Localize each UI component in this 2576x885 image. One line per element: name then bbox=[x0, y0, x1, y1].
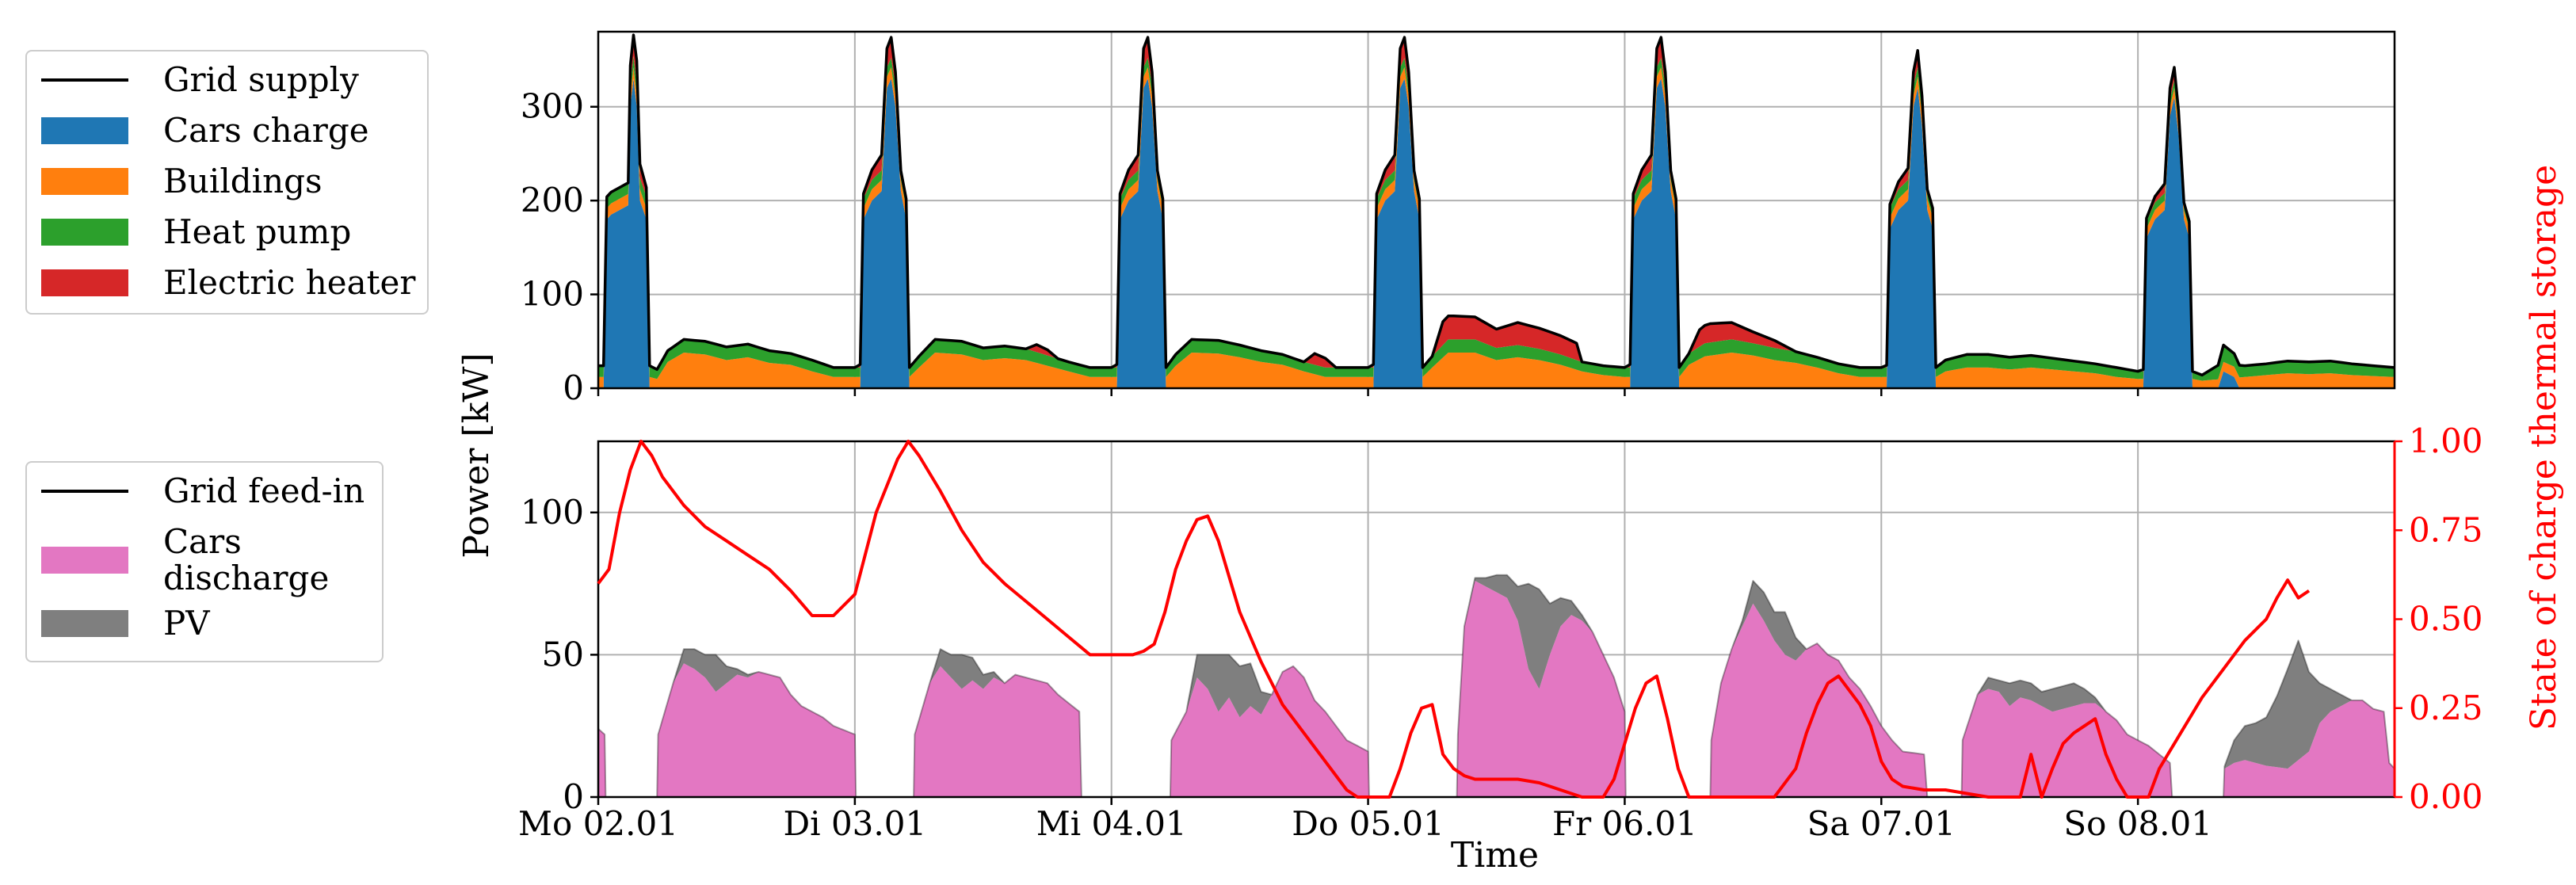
bottom-ytick-label: 0 bbox=[563, 777, 584, 816]
x-tick-label: Di 03.01 bbox=[784, 804, 927, 843]
legend-item-grid-feed-in: Grid feed-in bbox=[41, 471, 364, 511]
x-axis-label: Time bbox=[1451, 835, 1539, 875]
legend-item-grid-supply: Grid supply bbox=[41, 60, 359, 100]
top-line bbox=[598, 33, 2395, 377]
x-tick-label: Sa 07.01 bbox=[1807, 804, 1956, 843]
legend-line-swatch bbox=[41, 78, 128, 82]
legend-label-line-1: Cars bbox=[163, 522, 242, 561]
legend-label: Grid feed-in bbox=[163, 471, 365, 510]
legend-item-heat-pump: Heat pump bbox=[41, 212, 351, 252]
top-ytick-label: 0 bbox=[563, 368, 584, 407]
x-tick-label: Fr 06.01 bbox=[1552, 804, 1697, 843]
legend-line-swatch bbox=[41, 490, 128, 493]
bottom-y2tick-label: 0.25 bbox=[2409, 689, 2483, 727]
top-axes: 0 100 200 300 bbox=[521, 30, 2396, 407]
legend-item-pv: PV bbox=[41, 604, 210, 643]
grid-supply-line bbox=[598, 33, 2395, 377]
legend-swatch bbox=[41, 117, 128, 144]
top-ytick-label: 100 bbox=[521, 275, 584, 314]
legend-swatch bbox=[41, 547, 128, 574]
legend-label: Heat pump bbox=[163, 212, 352, 251]
top-ytick-label: 300 bbox=[521, 87, 584, 126]
bottom-y2tick-label: 0.00 bbox=[2409, 777, 2483, 816]
legend-swatch bbox=[41, 269, 128, 296]
bottom-ytick-label: 50 bbox=[542, 635, 584, 673]
bot-soc bbox=[597, 440, 2311, 799]
legend-label: Buildings bbox=[163, 162, 322, 200]
legend-item-electric-heater: Electric heater bbox=[41, 263, 416, 303]
bottom-y2tick-label: 0.75 bbox=[2409, 510, 2483, 549]
bottom-ytick-label: 100 bbox=[521, 493, 584, 532]
bottom-y2tick-label: 1.00 bbox=[2409, 422, 2483, 460]
bottom-y2tick-label: 0.50 bbox=[2409, 600, 2483, 639]
legend-label: PV bbox=[163, 604, 210, 643]
legend-label: Cars charge bbox=[163, 111, 369, 150]
legend-swatch bbox=[41, 168, 128, 195]
legend-bottom: Grid feed-in Cars discharge PV bbox=[25, 461, 384, 662]
legend-item-buildings: Buildings bbox=[41, 162, 322, 201]
y2-axis-label: State of charge thermal storage bbox=[2524, 165, 2564, 731]
legend-item-cars-charge: Cars charge bbox=[41, 111, 369, 151]
legend-label: Grid supply bbox=[163, 60, 359, 99]
labels: Power [kW] Time State of charge thermal st… bbox=[456, 165, 2564, 875]
soc-line bbox=[597, 440, 2311, 799]
x-tick-label: Mo 02.01 bbox=[518, 804, 678, 843]
x-tick-label: So 08.01 bbox=[2063, 804, 2212, 843]
legend-top: Grid supply Cars charge Buildings Heat p… bbox=[25, 50, 429, 315]
legend-label: Cars discharge bbox=[163, 524, 329, 597]
legend-swatch bbox=[41, 219, 128, 246]
top-areas bbox=[598, 35, 2395, 388]
top-frame bbox=[597, 30, 2396, 390]
legend-label: Electric heater bbox=[163, 263, 416, 302]
top-ytick-label: 200 bbox=[521, 181, 584, 219]
y-axis-label: Power [kW] bbox=[456, 353, 497, 558]
bot-axes: 0 50 100 0.00 0.25 0.50 0.75 1.00 Mo 02.01 Di 03.… bbox=[518, 422, 2483, 843]
area-cars-discharge bbox=[598, 581, 2395, 797]
legend-label-line-2: discharge bbox=[163, 559, 330, 597]
bot-areas bbox=[598, 574, 2395, 797]
legend-swatch bbox=[41, 610, 128, 637]
x-tick-label: Mi 04.01 bbox=[1036, 804, 1187, 843]
x-tick-label: Do 05.01 bbox=[1292, 804, 1444, 843]
legend-item-cars-discharge: Cars discharge bbox=[41, 524, 329, 597]
